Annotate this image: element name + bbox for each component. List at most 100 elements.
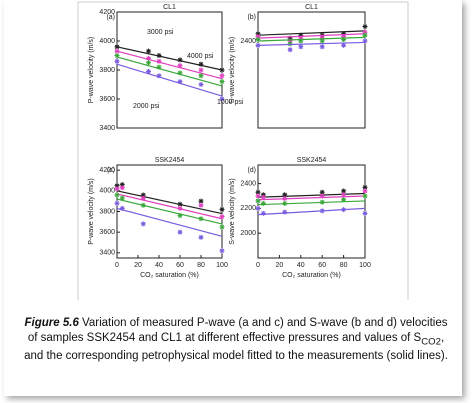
marker — [362, 24, 368, 29]
y-tick-label: 3600 — [99, 96, 115, 103]
fit-line — [116, 207, 223, 237]
marker — [319, 44, 325, 50]
fit-line — [116, 198, 223, 225]
y-tick-label: 3400 — [99, 125, 115, 132]
marker — [319, 208, 325, 214]
marker — [298, 35, 304, 41]
marker — [319, 189, 325, 195]
marker — [177, 57, 183, 63]
plot-area — [257, 11, 366, 129]
marker — [341, 31, 347, 37]
marker — [298, 44, 304, 50]
marker — [260, 194, 266, 200]
fit-line — [257, 192, 366, 198]
x-axis-label: CO₂ saturation (%) — [282, 272, 341, 279]
marker — [341, 197, 347, 203]
legend-label: 3000 psi — [147, 29, 174, 36]
panel-label: (c) — [107, 167, 115, 174]
marker — [341, 34, 347, 40]
marker — [198, 202, 204, 208]
panel-label: (d) — [247, 167, 256, 174]
marker — [255, 31, 261, 37]
marker — [146, 55, 151, 61]
x-tick-label: 0 — [115, 262, 119, 269]
marker — [255, 193, 261, 199]
marker — [219, 214, 225, 220]
fit-line — [116, 193, 223, 220]
marker — [287, 47, 293, 53]
marker — [362, 38, 368, 44]
marker — [362, 32, 368, 38]
y-tick-label: 4200 — [99, 9, 115, 16]
marker — [219, 67, 225, 73]
y-axis-label: P-wave velocity (m/s) — [88, 178, 95, 245]
marker — [119, 182, 125, 188]
marker — [298, 38, 304, 44]
x-tick-label: 80 — [340, 262, 348, 269]
marker — [255, 205, 261, 211]
caption-sub: CO2 — [421, 336, 441, 348]
x-axis-label: CO₂ saturation (%) — [140, 272, 199, 279]
marker — [177, 229, 183, 235]
y-axis-label: P-wave velocity (m/s) — [88, 37, 95, 104]
x-tick-label: 100 — [216, 262, 228, 269]
chart-title: CL1 — [305, 4, 318, 11]
y-tick-label: 3400 — [99, 250, 115, 257]
marker — [198, 198, 204, 204]
caption: Figure 5.6 Variation of measured P-wave … — [24, 316, 448, 364]
chart-title: SSK2454 — [155, 157, 185, 164]
marker — [119, 185, 125, 191]
fit-line — [257, 207, 366, 216]
marker — [219, 248, 225, 254]
marker — [177, 70, 183, 76]
marker — [114, 44, 120, 50]
caption-text: Variation of measured P-wave (a and c) a… — [27, 317, 448, 344]
marker — [146, 68, 151, 74]
figure: (a) CL1 P-wave velocity (m/s) 3400 3600 3800 4… — [77, 1, 409, 300]
x-tick-label: 100 — [359, 262, 371, 269]
marker — [219, 73, 225, 79]
marker — [362, 188, 368, 194]
marker — [146, 48, 151, 54]
fit-line — [257, 195, 366, 201]
marker — [146, 60, 151, 66]
x-tick-label: 40 — [155, 262, 163, 269]
marker — [219, 96, 225, 102]
marker — [255, 198, 261, 204]
x-tick-label: 20 — [134, 262, 142, 269]
fit-line — [116, 46, 223, 71]
y-axis-label: S-wave velocity (m/s) — [229, 178, 236, 245]
marker — [177, 63, 183, 69]
marker — [156, 64, 162, 70]
marker — [140, 195, 146, 201]
marker — [341, 188, 347, 194]
x-tick-label: 20 — [276, 262, 284, 269]
panel-label: (b) — [247, 14, 256, 21]
marker — [156, 73, 162, 79]
marker — [114, 48, 120, 54]
marker — [282, 200, 288, 206]
marker — [219, 79, 225, 85]
x-tick-label: 60 — [318, 262, 326, 269]
y-tick-label: 4000 — [99, 38, 115, 45]
figure-frame — [77, 1, 409, 300]
marker — [319, 199, 325, 205]
marker — [287, 38, 293, 44]
panel-label: (a) — [106, 14, 115, 21]
fit-line — [116, 190, 223, 215]
marker — [341, 42, 347, 48]
marker — [255, 37, 261, 43]
marker — [219, 206, 225, 212]
marker — [341, 37, 347, 43]
y-axis-label: S-wave velocity (m/s) — [229, 37, 236, 104]
fit-line — [257, 33, 366, 39]
fit-line — [257, 41, 366, 46]
marker — [114, 200, 120, 206]
y-tick-label: 2000 — [240, 230, 256, 237]
legend-label: 2000 psi — [133, 103, 160, 110]
marker — [198, 234, 204, 240]
marker — [362, 193, 368, 199]
y-tick-label: 2400 — [240, 38, 256, 45]
marker — [156, 53, 162, 58]
marker — [287, 35, 293, 41]
